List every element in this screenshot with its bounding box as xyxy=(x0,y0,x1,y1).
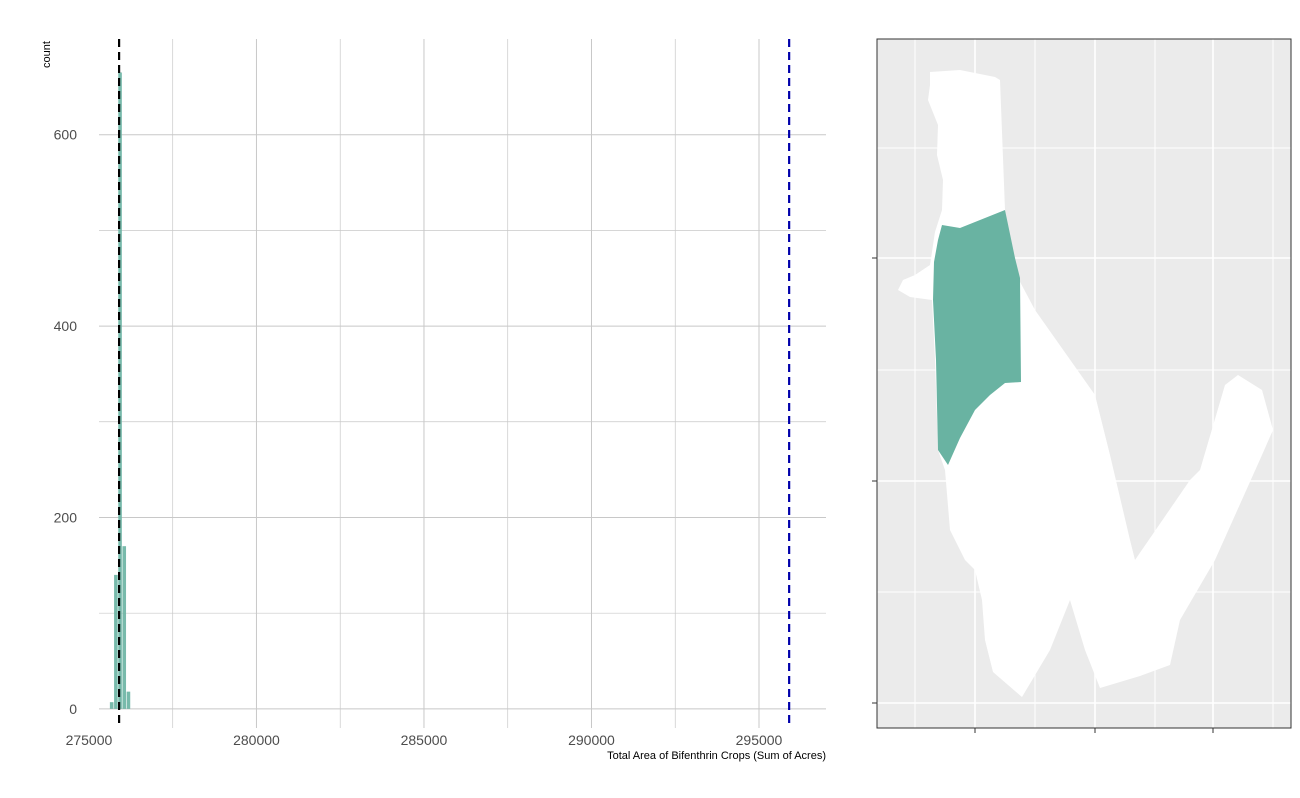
x-tick-labels: 275000 280000 285000 290000 295000 xyxy=(66,732,783,748)
y-tick-label: 0 xyxy=(69,701,77,717)
histogram-bar xyxy=(122,546,127,709)
y-tick-labels: 0 200 400 600 xyxy=(54,127,78,717)
y-tick-label: 200 xyxy=(54,509,78,525)
map-highlighted-region xyxy=(933,210,1021,465)
histogram-grid xyxy=(99,39,826,728)
map-axis-ticks xyxy=(872,257,1214,733)
x-tick-label: 275000 xyxy=(66,732,113,748)
histogram-bar xyxy=(126,691,131,709)
map-panel-border xyxy=(876,38,1292,729)
x-tick-label: 280000 xyxy=(233,732,280,748)
histogram-chart: 275000 280000 285000 290000 295000 0 200 400 60… xyxy=(41,39,826,762)
reference-lines xyxy=(118,39,791,728)
x-tick-label: 290000 xyxy=(568,732,615,748)
y-axis-title: count xyxy=(41,41,53,68)
x-axis-title: Total Area of Bifenthrin Crops (Sum of A… xyxy=(607,750,826,762)
x-tick-label: 295000 xyxy=(736,732,783,748)
histogram-bar xyxy=(114,574,118,709)
x-tick-label: 285000 xyxy=(401,732,448,748)
y-tick-label: 400 xyxy=(54,318,78,334)
y-tick-label: 600 xyxy=(54,127,78,143)
histogram-bar xyxy=(109,702,114,709)
